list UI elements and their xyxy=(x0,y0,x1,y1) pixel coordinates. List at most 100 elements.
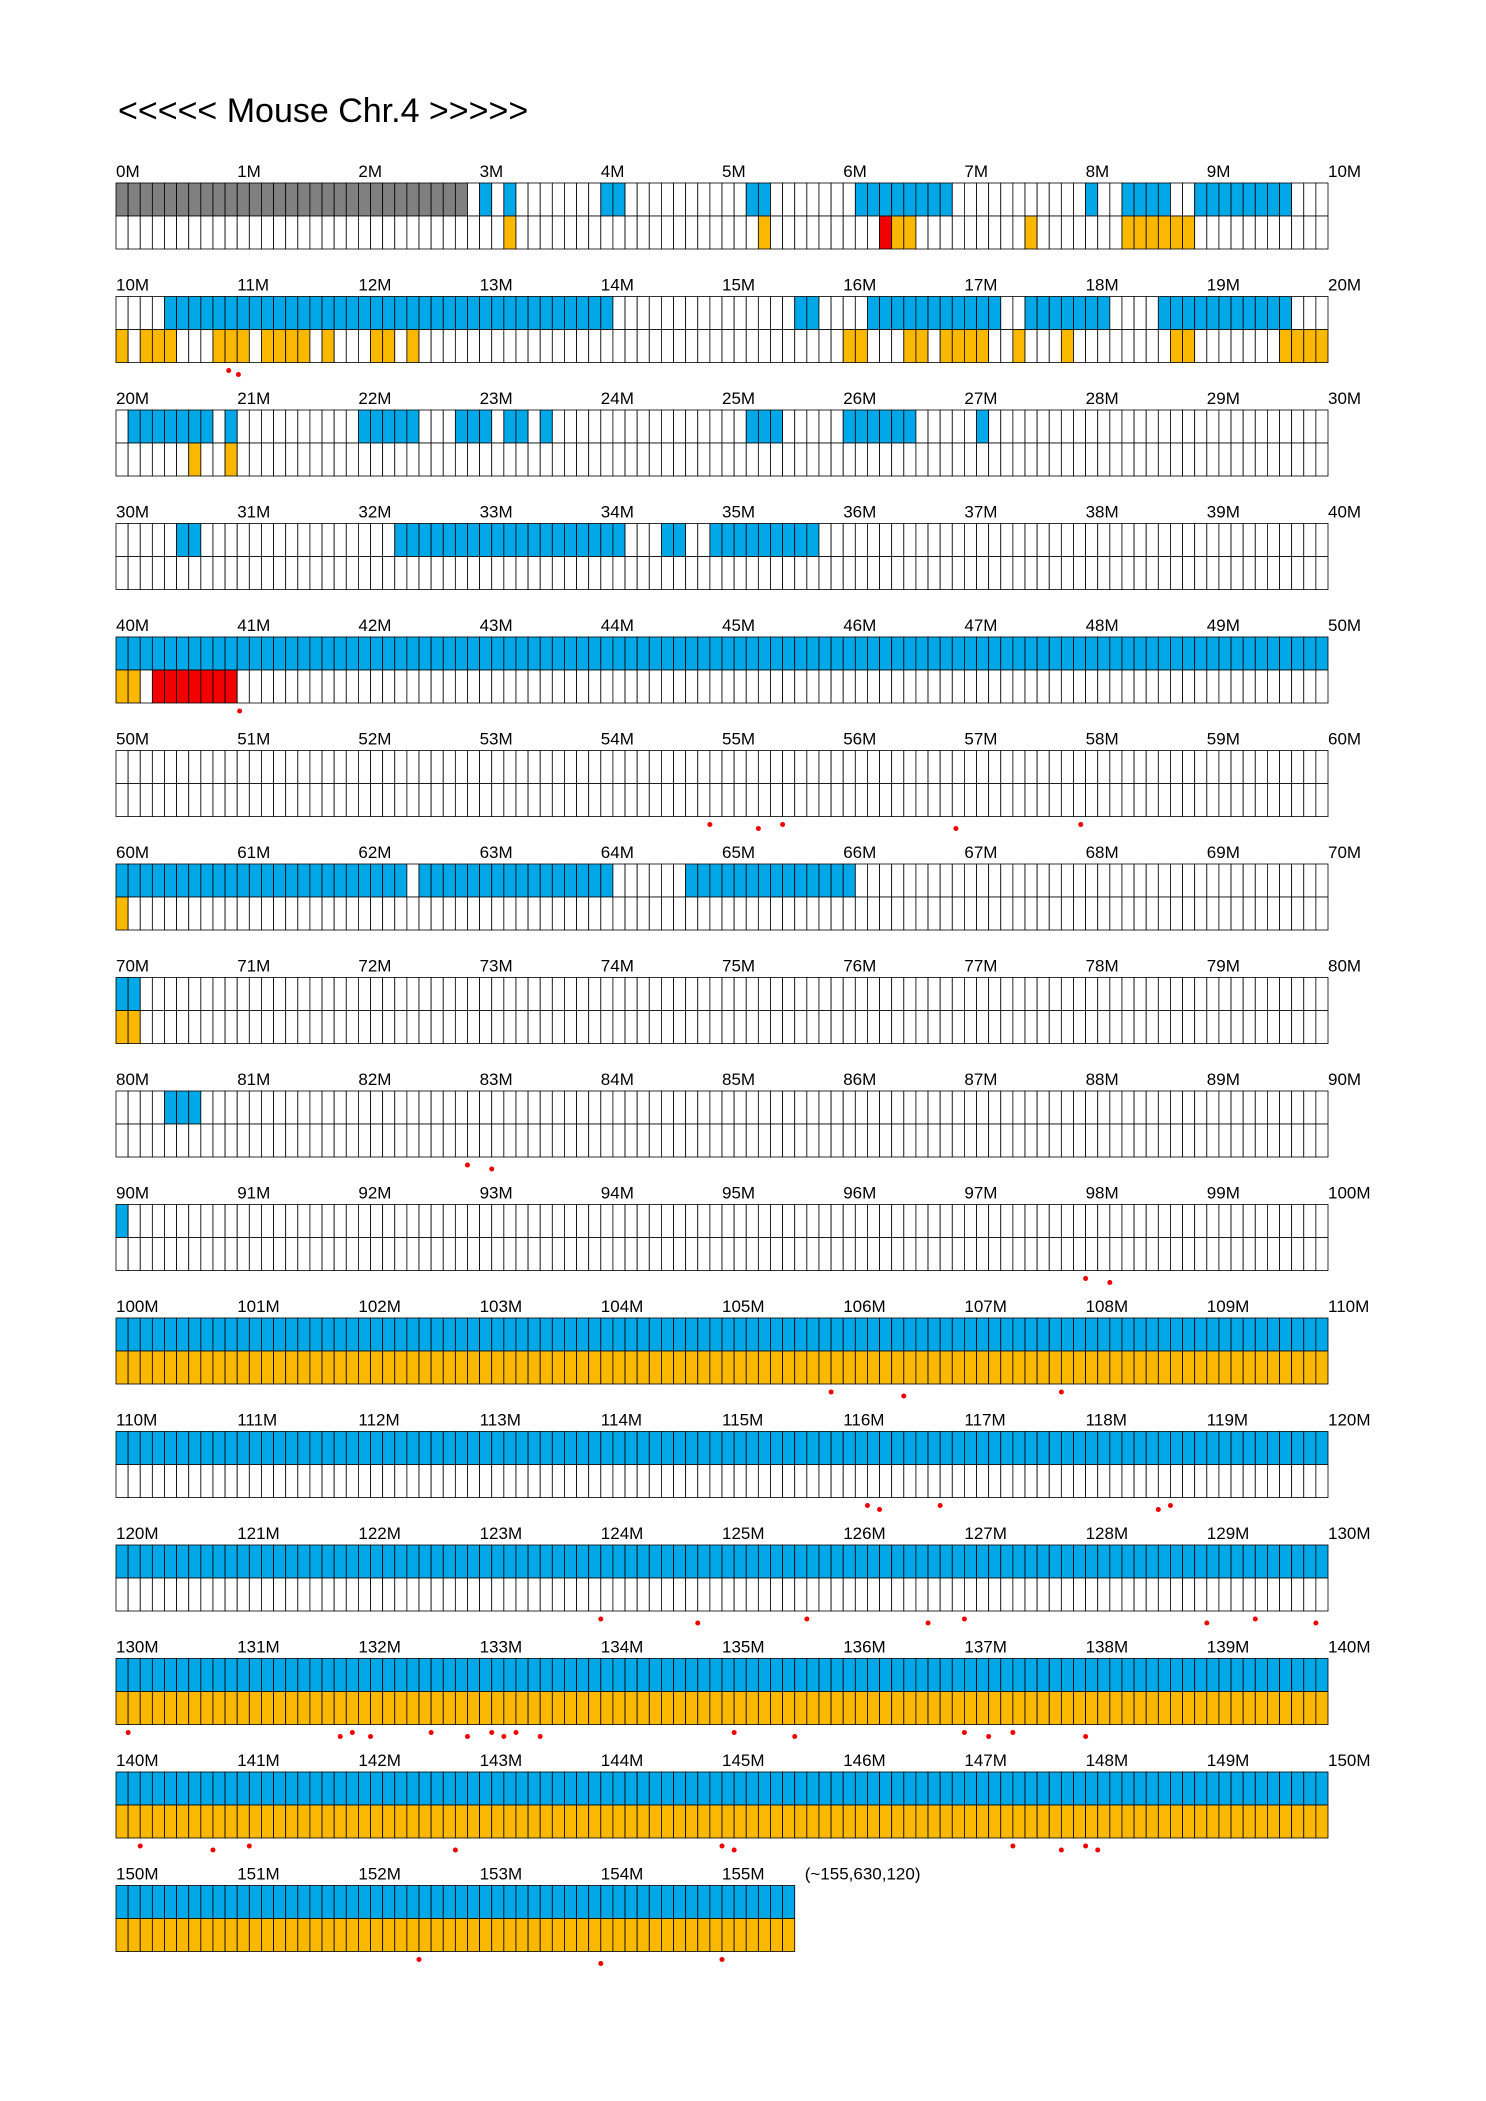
top-cell xyxy=(394,1204,408,1238)
marker-dot xyxy=(416,1957,422,1962)
top-cell xyxy=(115,1204,129,1238)
top-cell xyxy=(697,636,711,671)
bottom-cell xyxy=(1109,896,1123,931)
top-cell xyxy=(467,750,481,784)
top-cell xyxy=(927,1658,941,1692)
bottom-cell xyxy=(854,1123,868,1158)
top-cell xyxy=(224,636,238,671)
bottom-cell xyxy=(1230,442,1244,477)
bottom-cell xyxy=(1242,783,1256,817)
top-cell xyxy=(854,1771,868,1806)
top-cell xyxy=(1012,1204,1026,1238)
bottom-cell xyxy=(357,1123,371,1158)
tick-label: 19M xyxy=(1207,276,1240,295)
bottom-cell xyxy=(1085,669,1099,704)
tick-label: 59M xyxy=(1207,730,1240,749)
top-cell xyxy=(782,636,796,671)
bottom-cell xyxy=(1048,1577,1062,1612)
top-cell xyxy=(915,863,929,898)
bottom-cell xyxy=(1267,1464,1280,1498)
bottom-cell xyxy=(891,669,905,704)
top-cell xyxy=(588,977,602,1011)
bottom-cell xyxy=(1242,442,1256,477)
bottom-cell xyxy=(176,442,190,477)
bottom-cell xyxy=(1133,1237,1147,1271)
tick-label: 64M xyxy=(601,843,634,862)
bottom-cell xyxy=(394,1691,408,1725)
bottom-cell xyxy=(236,442,250,477)
bottom-cell xyxy=(891,896,905,931)
top-cell xyxy=(1024,863,1038,898)
top-cell xyxy=(236,1544,250,1579)
bottom-cell xyxy=(685,1237,699,1271)
bottom-cell xyxy=(1012,1577,1026,1612)
bottom-cell xyxy=(1000,783,1014,817)
top-cell xyxy=(491,1204,505,1238)
bottom-cell xyxy=(951,1350,965,1385)
top-cell xyxy=(285,977,299,1011)
bottom-cell xyxy=(527,669,541,704)
top-cell xyxy=(248,1090,262,1125)
top-cell xyxy=(527,1885,541,1919)
bottom-cell xyxy=(394,329,408,363)
bottom-cell xyxy=(757,669,771,704)
bottom-cell xyxy=(454,215,468,250)
bottom-cell xyxy=(285,1237,299,1271)
bottom-cell xyxy=(527,1918,541,1952)
top-cell xyxy=(576,1090,590,1125)
bottom-cell xyxy=(964,669,977,704)
top-cell xyxy=(515,1658,529,1692)
top-cell xyxy=(1267,977,1280,1011)
top-cell xyxy=(297,1204,311,1238)
tick-label: 150M xyxy=(1328,1751,1371,1770)
bottom-cell xyxy=(164,669,177,704)
top-cell xyxy=(576,636,590,671)
bottom-cell xyxy=(333,1464,347,1498)
bottom-cell xyxy=(709,1577,723,1612)
top-cell xyxy=(248,636,262,671)
top-cell xyxy=(527,863,541,898)
top-cell xyxy=(576,409,590,444)
bottom-cell xyxy=(357,783,371,817)
bottom-cell xyxy=(1254,1237,1268,1271)
bottom-cell xyxy=(733,442,747,477)
bottom-cell xyxy=(176,1918,190,1952)
bottom-cell xyxy=(1291,1123,1305,1158)
bottom-cell xyxy=(467,329,481,363)
bottom-cell xyxy=(988,556,1002,590)
bottom-cell xyxy=(879,442,893,477)
bottom-cell xyxy=(406,1918,420,1952)
bottom-cell xyxy=(988,442,1002,477)
top-cell xyxy=(454,1204,468,1238)
top-cell xyxy=(757,1431,771,1465)
top-cell xyxy=(709,296,723,330)
bottom-cell xyxy=(261,329,274,363)
top-cell xyxy=(503,296,517,330)
tick-label: 29M xyxy=(1207,389,1240,408)
tick-label: 152M xyxy=(358,1865,401,1884)
bottom-cell xyxy=(891,1464,905,1498)
bottom-cell xyxy=(333,1237,347,1271)
top-cell xyxy=(1279,977,1293,1011)
tick-label: 78M xyxy=(1086,957,1119,976)
tick-label: 39M xyxy=(1207,503,1240,522)
top-cell xyxy=(564,1431,577,1465)
bottom-cell xyxy=(745,1577,759,1612)
top-cell xyxy=(648,1771,662,1806)
top-cell xyxy=(830,1658,844,1692)
bottom-cell xyxy=(515,896,529,931)
bottom-cell xyxy=(697,1804,711,1839)
marker-dot xyxy=(464,1162,470,1168)
bottom-cell xyxy=(757,896,771,931)
top-cell xyxy=(382,1090,396,1125)
top-cell xyxy=(1000,750,1014,784)
bottom-cell xyxy=(370,783,384,817)
bottom-cell xyxy=(151,1010,165,1044)
top-cell xyxy=(357,1431,371,1465)
bottom-cell xyxy=(551,1464,565,1498)
top-cell xyxy=(818,1204,832,1238)
marker-dot xyxy=(953,826,959,831)
top-cell xyxy=(321,1771,335,1806)
top-cell xyxy=(673,1658,687,1692)
bottom-cell xyxy=(673,896,687,931)
